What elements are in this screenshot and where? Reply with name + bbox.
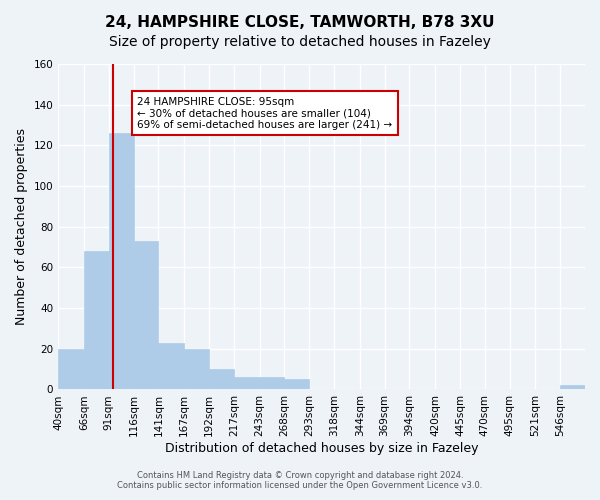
Bar — [184, 349, 209, 390]
Text: Contains HM Land Registry data © Crown copyright and database right 2024.
Contai: Contains HM Land Registry data © Crown c… — [118, 470, 482, 490]
Y-axis label: Number of detached properties: Number of detached properties — [15, 128, 28, 325]
Text: 24 HAMPSHIRE CLOSE: 95sqm
← 30% of detached houses are smaller (104)
69% of semi: 24 HAMPSHIRE CLOSE: 95sqm ← 30% of detac… — [137, 96, 392, 130]
Bar — [209, 369, 234, 390]
Bar — [58, 349, 84, 390]
Text: Size of property relative to detached houses in Fazeley: Size of property relative to detached ho… — [109, 35, 491, 49]
Bar — [260, 378, 284, 390]
Bar — [234, 378, 260, 390]
Bar — [158, 342, 184, 390]
Text: 24, HAMPSHIRE CLOSE, TAMWORTH, B78 3XU: 24, HAMPSHIRE CLOSE, TAMWORTH, B78 3XU — [105, 15, 495, 30]
Bar — [284, 380, 309, 390]
Bar — [84, 251, 109, 390]
Bar — [134, 241, 158, 390]
Bar — [109, 133, 134, 390]
Bar — [560, 386, 585, 390]
X-axis label: Distribution of detached houses by size in Fazeley: Distribution of detached houses by size … — [165, 442, 478, 455]
